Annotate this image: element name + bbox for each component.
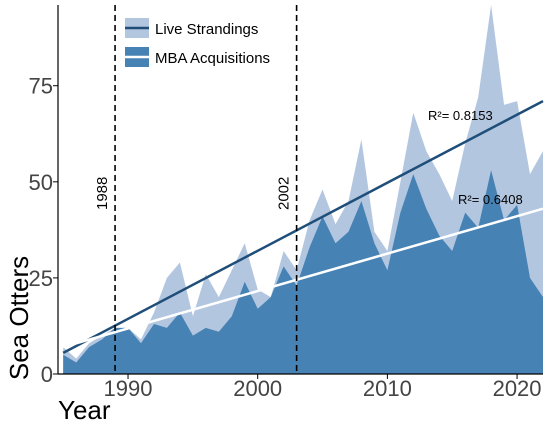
- legend-label-mba-acquisitions: MBA Acquisitions: [155, 50, 270, 67]
- y-tick-label-75: 75: [29, 74, 53, 99]
- vertical-line-label-1988: 1988: [94, 177, 111, 210]
- vertical-line-label-2002: 2002: [276, 177, 293, 210]
- legend-label-live-strandings: Live Strandings: [155, 21, 258, 38]
- area-series-group: [63, 5, 543, 374]
- trendline-r2-label-live-strandings: R²= 0.8153: [428, 108, 493, 123]
- area-mba-acquisitions: [63, 170, 543, 374]
- y-axis-title: Sea Otters: [4, 256, 34, 380]
- axes: 0 25 50 75 1990 2000 2010 2020 Sea Otters Year: [4, 5, 543, 425]
- trendline-r2-label-mba-acquisitions: R²= 0.6408: [458, 192, 523, 207]
- trendline-group: R²= 0.8153 R²= 0.6408: [62, 99, 544, 354]
- x-tick-label-2000: 2000: [233, 376, 282, 401]
- y-tick-label-50: 50: [29, 170, 53, 195]
- y-tick-label-0: 0: [41, 362, 53, 387]
- legend: Live Strandings MBA Acquisitions: [125, 18, 270, 67]
- x-tick-label-2020: 2020: [493, 376, 542, 401]
- x-axis-title: Year: [58, 395, 111, 425]
- vertical-line-group: 1988 2002: [94, 5, 298, 374]
- y-tick-label-25: 25: [29, 266, 53, 291]
- trendline-live-strandings: [62, 99, 544, 354]
- x-tick-label-2010: 2010: [363, 376, 412, 401]
- trendline-mba-acquisitions: [62, 207, 544, 349]
- x-tick-label-1990: 1990: [104, 376, 153, 401]
